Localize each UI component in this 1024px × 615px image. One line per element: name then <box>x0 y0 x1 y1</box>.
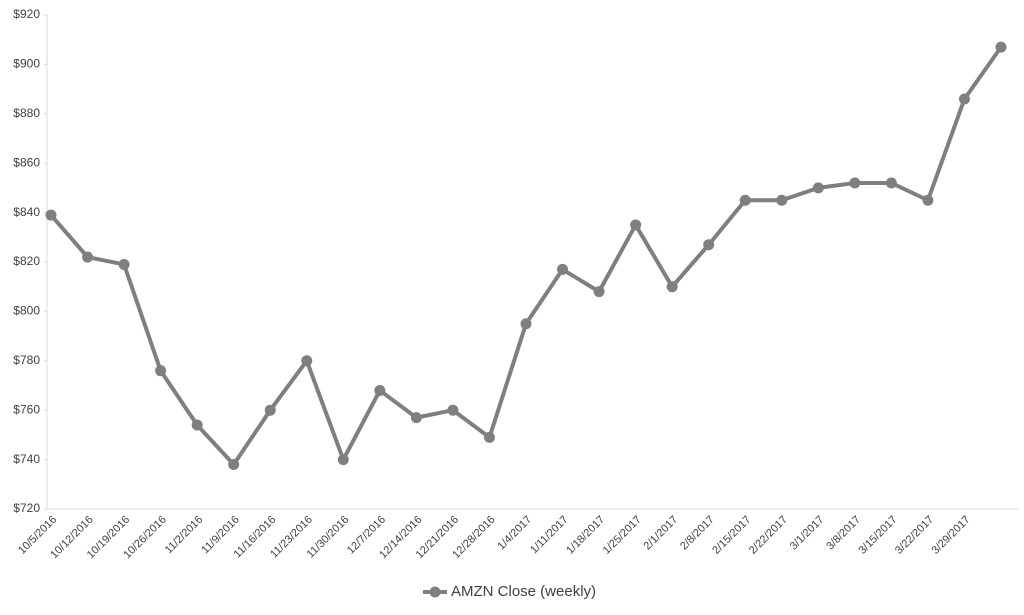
marker <box>557 263 569 275</box>
marker <box>374 384 386 396</box>
marker <box>410 412 422 424</box>
x-tick-label: 1/25/2017 <box>601 514 644 557</box>
marker <box>118 258 130 270</box>
y-tick-label: $920 <box>13 7 40 21</box>
marker <box>82 251 94 263</box>
x-tick-label: 3/29/2017 <box>930 514 973 557</box>
y-tick-label: $780 <box>13 353 40 367</box>
marker <box>264 404 276 416</box>
y-tick-label: $840 <box>13 205 40 219</box>
x-tick-label: 11/2/2016 <box>163 514 206 557</box>
marker <box>885 177 897 189</box>
marker <box>520 318 532 330</box>
marker <box>703 239 715 251</box>
marker <box>739 194 751 206</box>
marker <box>593 286 605 298</box>
marker <box>776 194 788 206</box>
marker <box>228 459 240 471</box>
marker <box>155 365 167 377</box>
y-tick-label: $860 <box>13 155 40 169</box>
x-tick-label: 2/22/2017 <box>747 514 790 557</box>
y-tick-label: $760 <box>13 402 40 416</box>
x-tick-label: 1/18/2017 <box>564 514 607 557</box>
legend-marker <box>429 586 441 598</box>
marker <box>301 355 313 367</box>
legend-label: AMZN Close (weekly) <box>451 583 596 600</box>
marker <box>191 419 203 431</box>
marker <box>337 454 349 466</box>
y-tick-label: $800 <box>13 304 40 318</box>
marker <box>995 41 1007 53</box>
x-tick-label: 3/22/2017 <box>893 514 936 557</box>
marker <box>483 431 495 443</box>
marker <box>630 219 642 231</box>
x-tick-label: 3/1/2017 <box>788 514 827 553</box>
y-tick-label: $720 <box>13 501 40 515</box>
y-tick-label: $740 <box>13 452 40 466</box>
marker <box>666 281 678 293</box>
marker <box>922 194 934 206</box>
marker <box>45 209 57 221</box>
x-tick-label: 3/15/2017 <box>856 514 899 557</box>
y-tick-label: $820 <box>13 254 40 268</box>
marker <box>812 182 824 194</box>
line <box>49 45 1003 467</box>
x-tick-label: 2/1/2017 <box>642 514 681 553</box>
marker <box>849 177 861 189</box>
marker <box>958 93 970 105</box>
x-tick-label: 2/15/2017 <box>710 514 753 557</box>
y-tick-label: $880 <box>13 106 40 120</box>
marker <box>447 404 459 416</box>
y-tick-label: $900 <box>13 57 40 71</box>
